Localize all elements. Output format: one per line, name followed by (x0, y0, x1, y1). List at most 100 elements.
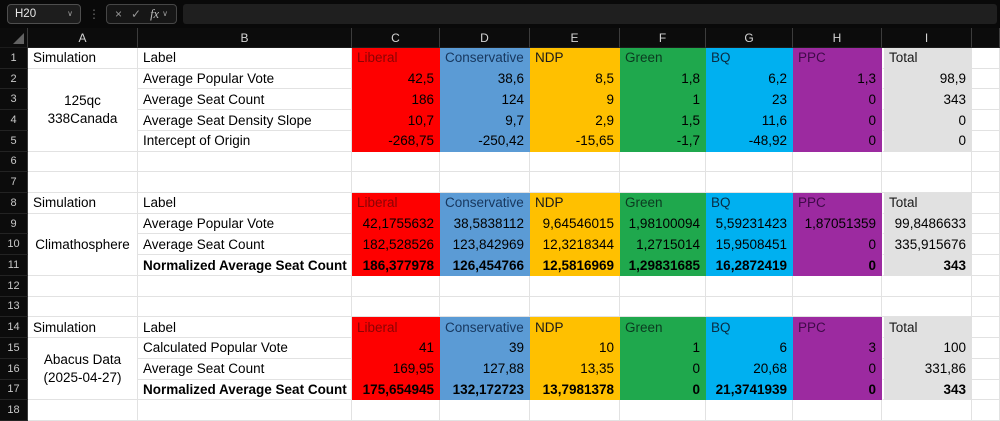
cell-D16[interactable]: 127,88 (440, 358, 530, 380)
cell-G18[interactable] (706, 400, 793, 421)
cell-H1[interactable]: PPC (793, 48, 882, 69)
cell-H5[interactable]: 0 (793, 130, 882, 152)
cell-H16[interactable]: 0 (793, 358, 882, 380)
cell-J4[interactable] (972, 110, 1000, 131)
cell-E15[interactable]: 10 (530, 338, 620, 359)
cell-J18[interactable] (972, 400, 1000, 421)
cell-F13[interactable] (620, 296, 706, 318)
enter-icon[interactable]: ✓ (131, 7, 142, 21)
cell-C3[interactable]: 186 (352, 89, 440, 111)
cell-F14[interactable]: Green (620, 317, 706, 339)
cell-J17[interactable] (972, 379, 1000, 401)
cell-J7[interactable] (972, 172, 1000, 194)
cell-A6[interactable] (28, 151, 138, 173)
row-header-4[interactable]: 4 (0, 110, 28, 131)
cell-G8[interactable]: BQ (706, 193, 793, 214)
cell-A1[interactable]: Simulation (28, 48, 138, 69)
row-header-3[interactable]: 3 (0, 89, 28, 111)
row-header-12[interactable]: 12 (0, 275, 28, 297)
cell-B13[interactable] (138, 296, 352, 318)
row-header-13[interactable]: 13 (0, 296, 28, 318)
cell-G16[interactable]: 20,68 (706, 358, 793, 380)
cell-H17[interactable]: 0 (793, 379, 882, 401)
cell-I13[interactable] (882, 296, 972, 318)
column-header-I[interactable]: I (882, 28, 972, 48)
cell-D17[interactable]: 132,172723 (440, 379, 530, 401)
cell-E10[interactable]: 12,3218344 (530, 234, 620, 256)
cell-G7[interactable] (706, 172, 793, 194)
cell-C12[interactable] (352, 275, 440, 297)
cell-H12[interactable] (793, 275, 882, 297)
cell-E18[interactable] (530, 400, 620, 421)
cell-I8[interactable]: Total (882, 193, 972, 214)
cell-C9[interactable]: 42,1755632 (352, 213, 440, 235)
cell-E13[interactable] (530, 296, 620, 318)
cell-I15[interactable]: 100 (882, 338, 972, 359)
cell-J12[interactable] (972, 275, 1000, 297)
cell-G9[interactable]: 5,59231423 (706, 213, 793, 235)
cell-D18[interactable] (440, 400, 530, 421)
cell-E14[interactable]: NDP (530, 317, 620, 339)
cell-J3[interactable] (972, 89, 1000, 111)
cell-F15[interactable]: 1 (620, 338, 706, 359)
cell-H10[interactable]: 0 (793, 234, 882, 256)
cell-I2[interactable]: 98,9 (882, 68, 972, 90)
cell-B3[interactable]: Average Seat Count (138, 89, 352, 111)
cell-F12[interactable] (620, 275, 706, 297)
cell-C15[interactable]: 41 (352, 338, 440, 359)
cell-G15[interactable]: 6 (706, 338, 793, 359)
row-header-9[interactable]: 9 (0, 213, 28, 235)
name-box[interactable]: H20 ∨ (7, 4, 81, 24)
cell-E8[interactable]: NDP (530, 193, 620, 214)
cell-E6[interactable] (530, 151, 620, 173)
cell-F11[interactable]: 1,29831685 (620, 255, 706, 276)
cell-B11[interactable]: Normalized Average Seat Count (138, 255, 352, 276)
cell-J8[interactable] (972, 193, 1000, 214)
cell-J6[interactable] (972, 151, 1000, 173)
cell-C5[interactable]: -268,75 (352, 130, 440, 152)
cell-G2[interactable]: 6,2 (706, 68, 793, 90)
row-header-6[interactable]: 6 (0, 151, 28, 173)
row-header-18[interactable]: 18 (0, 400, 28, 421)
row-header-2[interactable]: 2 (0, 68, 28, 90)
cell-C1[interactable]: Liberal (352, 48, 440, 69)
cell-C8[interactable]: Liberal (352, 193, 440, 214)
cell-A12[interactable] (28, 275, 138, 297)
cell-E2[interactable]: 8,5 (530, 68, 620, 90)
column-header-C[interactable]: C (352, 28, 440, 48)
select-all-corner[interactable] (0, 28, 28, 48)
cell-G12[interactable] (706, 275, 793, 297)
cell-A18[interactable] (28, 400, 138, 421)
cell-F10[interactable]: 1,2715014 (620, 234, 706, 256)
cell-I7[interactable] (882, 172, 972, 194)
cell-B12[interactable] (138, 275, 352, 297)
cell-E17[interactable]: 13,7981378 (530, 379, 620, 401)
cell-F18[interactable] (620, 400, 706, 421)
cell-D10[interactable]: 123,842969 (440, 234, 530, 256)
cell-I16[interactable]: 331,86 (882, 358, 972, 380)
cell-A9[interactable]: Climathosphere (28, 213, 138, 276)
cell-D9[interactable]: 38,5838112 (440, 213, 530, 235)
cell-D15[interactable]: 39 (440, 338, 530, 359)
cell-A2[interactable]: 125qc 338Canada (28, 68, 138, 152)
cell-D6[interactable] (440, 151, 530, 173)
cell-A13[interactable] (28, 296, 138, 318)
row-header-7[interactable]: 7 (0, 172, 28, 194)
cell-D8[interactable]: Conservative (440, 193, 530, 214)
cell-B2[interactable]: Average Popular Vote (138, 68, 352, 90)
cell-C4[interactable]: 10,7 (352, 110, 440, 131)
cell-D2[interactable]: 38,6 (440, 68, 530, 90)
cell-E3[interactable]: 9 (530, 89, 620, 111)
cell-D4[interactable]: 9,7 (440, 110, 530, 131)
cell-F6[interactable] (620, 151, 706, 173)
cell-J14[interactable] (972, 317, 1000, 339)
cell-F16[interactable]: 0 (620, 358, 706, 380)
column-header-B[interactable]: B (138, 28, 352, 48)
cell-C13[interactable] (352, 296, 440, 318)
cell-H15[interactable]: 3 (793, 338, 882, 359)
cell-F5[interactable]: -1,7 (620, 130, 706, 152)
cell-G11[interactable]: 16,2872419 (706, 255, 793, 276)
cell-C14[interactable]: Liberal (352, 317, 440, 339)
cell-G17[interactable]: 21,3741939 (706, 379, 793, 401)
cell-C2[interactable]: 42,5 (352, 68, 440, 90)
